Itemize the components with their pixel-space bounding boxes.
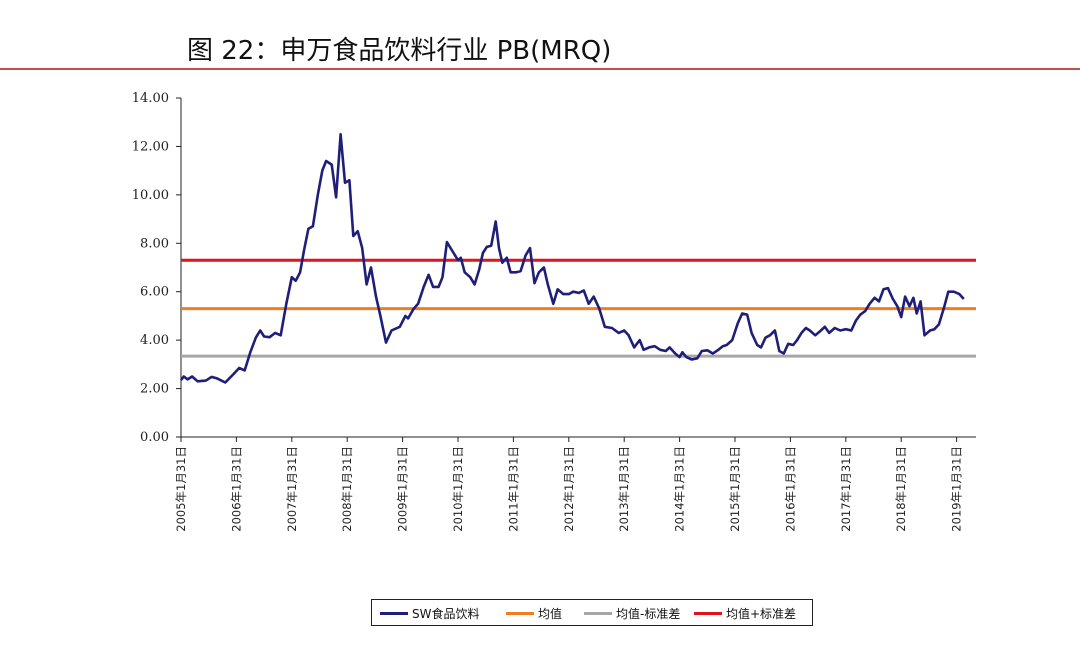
legend-label-mean: 均值 [538,606,563,621]
x-tick-label: 2006年1月31日 [229,446,243,532]
chart-axes [180,98,976,438]
x-tick-label: 2010年1月31日 [451,446,465,532]
x-tick-label: 2009年1月31日 [396,446,410,532]
legend-swatch-mean [506,611,534,615]
y-tick-label: 12.00 [132,139,169,154]
y-tick-label: 0.00 [140,430,169,445]
x-tick-label: 2005年1月31日 [174,446,188,532]
chart-legend: SW食品饮料 均值 均值-标准差 均值+标准差 [371,599,813,626]
legend-swatch-sw [380,611,408,615]
legend-item-mean-minus-std: 均值-标准差 [584,605,680,621]
legend-swatch-mean-plus-std [694,611,722,615]
x-tick-label: 2018年1月31日 [894,446,908,532]
sw-food-beverage-line [179,133,965,384]
y-tick-label: 8.00 [140,236,169,251]
y-tick-label: 2.00 [140,382,169,397]
chart-ticks: 0.00 2.00 4.00 6.00 8.00 10.00 12.00 14.00 2005年… [132,91,964,532]
chart-series [179,133,976,384]
x-tick-label: 2019年1月31日 [950,446,964,532]
x-tick-label: 2011年1月31日 [506,446,520,532]
x-tick-label: 2016年1月31日 [783,446,797,532]
page-title: 图 22：申万食品饮料行业 PB(MRQ) [187,36,612,66]
legend-swatch-mean-minus-std [584,611,612,615]
x-tick-label: 2012年1月31日 [562,446,576,532]
x-tick-label: 2013年1月31日 [617,446,631,532]
legend-label-mean-plus-std: 均值+标准差 [726,606,797,621]
x-tick-label: 2015年1月31日 [728,446,742,532]
legend-item-mean-plus-std: 均值+标准差 [694,605,796,621]
legend-label-mean-minus-std: 均值-标准差 [616,606,681,621]
y-tick-label: 6.00 [140,285,169,300]
legend-item-mean: 均值 [506,605,562,621]
legend-item-sw: SW食品饮料 [380,605,479,621]
x-tick-label: 2007年1月31日 [285,446,299,532]
x-tick-label: 2008年1月31日 [340,446,354,532]
y-tick-label: 4.00 [140,333,169,348]
legend-label-sw: SW食品饮料 [412,606,480,621]
x-tick-label: 2014年1月31日 [673,446,687,532]
y-tick-label: 10.00 [132,188,169,203]
title-underline [0,68,1080,70]
y-tick-label: 14.00 [132,91,169,106]
x-tick-label: 2017年1月31日 [839,446,853,532]
